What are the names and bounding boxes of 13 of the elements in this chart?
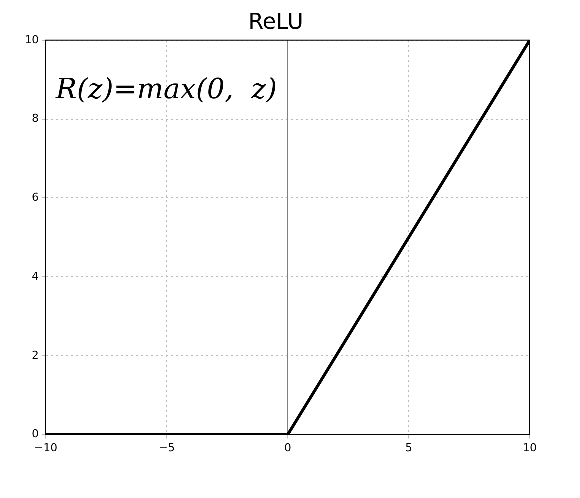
y-tick-label: 6: [32, 191, 39, 204]
x-tick-label: −10: [34, 441, 58, 454]
x-tick-label: 5: [406, 441, 412, 454]
y-tick-label: 2: [32, 348, 39, 362]
chart-title: ReLU: [248, 10, 304, 35]
y-tick-label: 10: [24, 33, 39, 46]
x-tick-label: −5: [158, 441, 176, 454]
x-tick-label: 10: [523, 441, 537, 454]
annotation: R(z)=max(0, z): [54, 72, 278, 106]
y-tick-label: 8: [32, 112, 39, 126]
y-tick-label: 4: [32, 270, 39, 283]
y-tick-label: 0: [32, 428, 39, 441]
x-tick-label: 0: [284, 441, 292, 454]
